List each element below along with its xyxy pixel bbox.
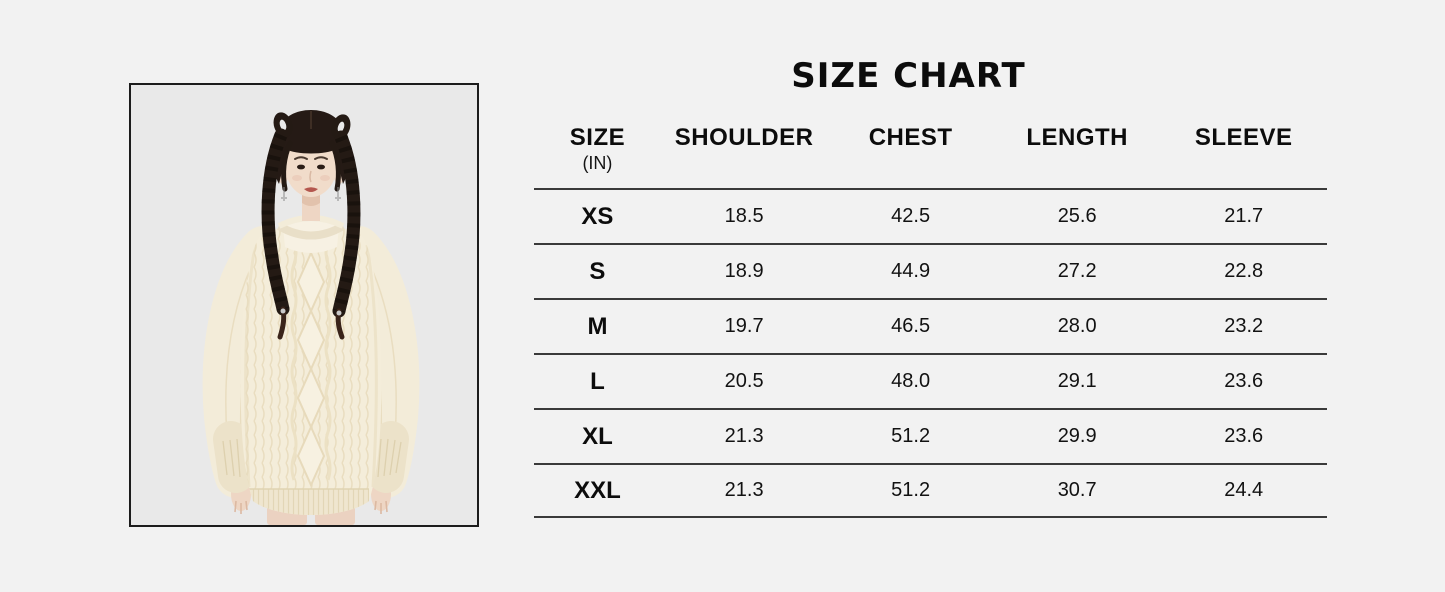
measurement-value: 29.1 — [1057, 370, 1097, 392]
measurement-value: 25.6 — [1057, 205, 1097, 227]
table-row-xxl: XXL 21.3 51.2 30.7 24.4 — [534, 463, 1327, 518]
size-chart-header-row: SIZE (IN) SHOULDER CHEST LENGTH SLEEVE — [534, 124, 1327, 188]
measurement-value: 19.7 — [724, 315, 764, 337]
model-hair — [271, 110, 351, 192]
column-header-length: LENGTH — [1026, 124, 1128, 151]
measurement-value: 48.0 — [891, 370, 931, 392]
measurement-value: 21.3 — [724, 479, 764, 501]
table-row-s: S 18.9 44.9 27.2 22.8 — [534, 243, 1327, 298]
size-chart-title: SIZE CHART — [791, 56, 1026, 96]
column-header-size: SIZE (IN) — [569, 124, 626, 173]
size-label: XXL — [574, 476, 621, 504]
measurement-value: 44.9 — [891, 260, 931, 282]
measurement-value: 29.9 — [1057, 425, 1097, 447]
measurement-value: 24.4 — [1224, 479, 1264, 501]
size-label: XS — [581, 202, 614, 230]
column-header-shoulder: SHOULDER — [674, 124, 814, 151]
size-label: M — [587, 312, 608, 340]
table-row-l: L 20.5 48.0 29.1 23.6 — [534, 353, 1327, 408]
size-label: L — [590, 367, 605, 395]
model-braids — [261, 128, 361, 340]
measurement-value: 46.5 — [891, 315, 931, 337]
measurement-value: 18.9 — [724, 260, 764, 282]
size-label: S — [589, 257, 606, 285]
size-chart: SIZE CHART SIZE (IN) SHOULDER CHEST LENG… — [534, 56, 1327, 518]
measurement-value: 30.7 — [1057, 479, 1097, 501]
measurement-value: 23.6 — [1224, 425, 1264, 447]
measurement-value: 51.2 — [891, 479, 931, 501]
sweater-body — [240, 226, 382, 515]
table-row-m: M 19.7 46.5 28.0 23.2 — [534, 298, 1327, 353]
measurement-value: 51.2 — [891, 425, 931, 447]
measurement-value: 18.5 — [724, 205, 764, 227]
sweater-collar — [276, 215, 346, 253]
model-illustration — [131, 85, 477, 525]
measurement-value: 27.2 — [1057, 260, 1097, 282]
measurement-value: 22.8 — [1224, 260, 1264, 282]
measurement-value: 42.5 — [891, 205, 931, 227]
measurement-value: 20.5 — [724, 370, 764, 392]
measurement-value: 23.2 — [1224, 315, 1264, 337]
table-row-xs: XS 18.5 42.5 25.6 21.7 — [534, 188, 1327, 243]
measurement-value: 21.3 — [724, 425, 764, 447]
table-row-xl: XL 21.3 51.2 29.9 23.6 — [534, 408, 1327, 463]
column-header-chest: CHEST — [868, 124, 953, 151]
measurement-value: 23.6 — [1224, 370, 1264, 392]
column-header-size-unit: (IN) — [582, 153, 613, 173]
product-photo — [129, 83, 479, 527]
size-label: XL — [582, 422, 613, 450]
measurement-value: 21.7 — [1224, 205, 1264, 227]
column-header-sleeve: SLEEVE — [1194, 124, 1293, 151]
model-earrings — [281, 187, 341, 201]
measurement-value: 28.0 — [1057, 315, 1097, 337]
